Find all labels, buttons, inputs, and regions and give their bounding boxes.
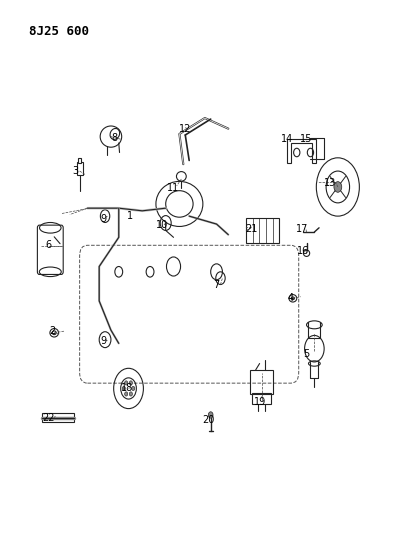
Circle shape [132, 386, 135, 391]
Bar [76, 161, 83, 175]
Text: 10: 10 [156, 220, 168, 230]
Text: 22: 22 [42, 413, 55, 423]
Bar [250, 370, 273, 394]
Circle shape [129, 392, 132, 396]
Text: 8: 8 [112, 133, 118, 143]
Text: 3: 3 [72, 166, 79, 176]
Bar [252, 393, 271, 405]
Text: 14: 14 [281, 134, 293, 144]
Text: 16: 16 [297, 246, 309, 256]
Text: 5: 5 [303, 349, 310, 359]
Text: 19: 19 [253, 397, 266, 407]
Text: 13: 13 [324, 177, 336, 188]
Circle shape [122, 386, 125, 391]
Bar [43, 414, 74, 422]
Bar [246, 217, 279, 243]
Bar [78, 158, 81, 163]
Text: 4: 4 [288, 293, 294, 303]
Text: 8J25 600: 8J25 600 [29, 25, 89, 38]
Circle shape [334, 182, 342, 192]
Text: 9: 9 [100, 336, 106, 346]
Text: 21: 21 [245, 224, 258, 235]
Text: 1: 1 [127, 211, 134, 221]
Circle shape [125, 392, 128, 396]
Text: 12: 12 [179, 124, 191, 134]
Text: 17: 17 [296, 224, 309, 235]
Circle shape [125, 381, 128, 385]
Text: 2: 2 [49, 326, 56, 336]
Text: 20: 20 [203, 415, 215, 425]
Text: 7: 7 [214, 280, 220, 290]
Text: 6: 6 [45, 240, 51, 251]
Text: 18: 18 [121, 383, 133, 393]
Circle shape [208, 412, 213, 418]
Text: 15: 15 [300, 134, 313, 144]
Text: 9: 9 [100, 214, 106, 224]
Text: 11: 11 [167, 183, 180, 193]
Circle shape [129, 381, 132, 385]
